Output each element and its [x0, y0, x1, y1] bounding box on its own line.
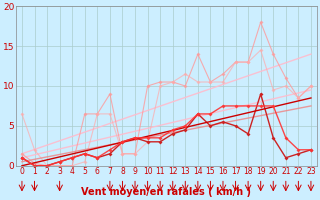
X-axis label: Vent moyen/en rafales ( km/h ): Vent moyen/en rafales ( km/h ): [82, 187, 252, 197]
